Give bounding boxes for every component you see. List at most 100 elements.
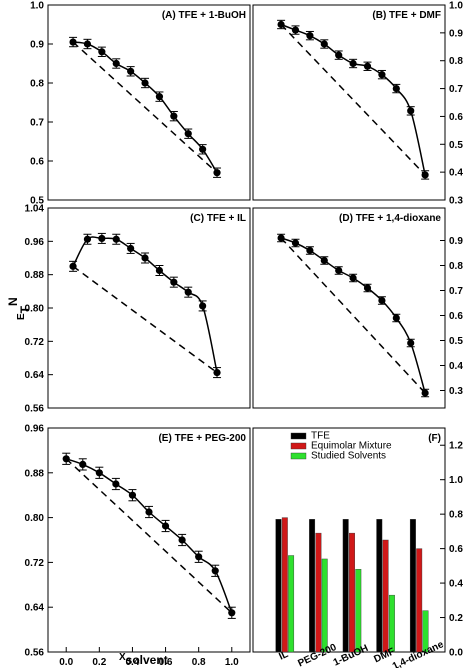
data-point — [277, 234, 285, 242]
data-point — [98, 234, 106, 243]
bar — [309, 519, 316, 653]
legend-label: Equimolar Mixture — [311, 441, 392, 452]
y-tick-label: 0.9 — [30, 40, 44, 51]
y-tick-label: 0.7 — [30, 118, 44, 129]
data-point — [349, 59, 357, 68]
data-point — [378, 71, 386, 79]
y-tick-label: 0.9 — [449, 236, 463, 247]
data-point — [79, 460, 87, 468]
x-label-main: X — [119, 652, 126, 663]
y-tick-label: 0.5 — [449, 336, 463, 347]
y-tick-label: 0.6 — [449, 544, 463, 555]
bar — [376, 519, 383, 653]
y-tick-label: 0.9 — [449, 28, 463, 39]
data-point — [112, 480, 120, 488]
bar — [349, 532, 355, 653]
x-label-sub: solvent — [126, 653, 168, 667]
y-tick-label: 0.8 — [30, 79, 44, 90]
data-point — [407, 107, 415, 115]
fit-curve — [280, 237, 426, 394]
ideal-line — [280, 237, 426, 394]
data-point — [291, 26, 300, 34]
y-tick-label: 0.88 — [25, 270, 45, 281]
data-point — [128, 491, 137, 499]
panel-title: (A) TFE + 1-BuOH — [162, 10, 246, 21]
fit-curve — [280, 23, 426, 176]
panel-title: (B) TFE + DMF — [372, 10, 441, 21]
y-tick-label: 1.0 — [449, 1, 463, 12]
data-point — [161, 522, 170, 530]
data-point — [407, 339, 415, 347]
data-point — [195, 553, 203, 561]
data-point — [335, 51, 343, 59]
bar — [288, 555, 295, 653]
bar — [388, 594, 395, 653]
plot-frame — [252, 4, 446, 201]
y-tick-label: 0.64 — [25, 603, 45, 614]
y-tick-label: 0.8 — [449, 510, 463, 521]
data-point — [335, 266, 343, 275]
y-tick-label: 0.8 — [449, 56, 463, 67]
y-tick-label: 0.7 — [449, 84, 463, 95]
ideal-line — [280, 23, 426, 176]
data-point — [127, 67, 135, 75]
x-tick-label: 0.0 — [59, 657, 73, 668]
data-point — [392, 84, 400, 93]
data-point — [62, 455, 70, 463]
plot-frame — [47, 4, 251, 201]
x-tick-label: 0.8 — [192, 657, 206, 668]
data-point — [228, 609, 236, 617]
y-tick-label: 0.80 — [25, 304, 45, 315]
bar — [315, 532, 322, 653]
y-tick-label: 1.04 — [25, 204, 45, 215]
legend-swatch — [290, 442, 307, 450]
data-point — [155, 266, 164, 275]
y-tick-label: 0.96 — [25, 237, 45, 248]
bar — [409, 519, 416, 653]
y-label-sup: N — [6, 297, 20, 306]
y-tick-label: 0.6 — [449, 311, 463, 322]
bar — [422, 610, 429, 653]
data-point — [155, 93, 164, 101]
ideal-line — [65, 458, 233, 614]
y-tick-label: 1.0 — [30, 1, 44, 12]
panel-title: (F) — [428, 433, 441, 444]
plot-frame — [47, 427, 251, 653]
data-point — [98, 48, 106, 56]
legend-label: Studied Solvents — [311, 451, 386, 462]
x-tick-label: 1.0 — [225, 657, 239, 668]
y-tick-label: 0.72 — [25, 558, 45, 569]
plot-frame — [252, 207, 446, 409]
data-point — [320, 40, 328, 48]
data-point — [95, 469, 103, 477]
y-label-main: E — [16, 313, 27, 320]
data-point — [291, 239, 300, 247]
y-tick-label: 0.88 — [25, 468, 45, 479]
data-point — [306, 32, 314, 40]
bar — [342, 519, 349, 653]
data-point — [277, 20, 285, 29]
data-point — [141, 79, 149, 87]
data-point — [170, 278, 178, 286]
y-tick-label: 0.0 — [449, 648, 463, 659]
y-tick-label: 0.4 — [449, 361, 463, 372]
ideal-line — [72, 265, 218, 374]
data-point — [363, 62, 372, 70]
panel-title: (C) TFE + IL — [190, 213, 246, 224]
data-point — [69, 38, 77, 46]
x-tick-label: 0.4 — [125, 657, 139, 668]
panel-title: (E) TFE + PEG-200 — [158, 433, 246, 444]
data-point — [199, 302, 207, 310]
data-point — [127, 244, 135, 253]
y-tick-label: 1.0 — [449, 475, 463, 486]
legend-swatch — [290, 432, 307, 440]
x-axis-label: Xsolvent — [119, 652, 168, 667]
legend-label: TFE — [311, 431, 330, 442]
y-tick-label: 0.5 — [30, 196, 44, 207]
bar — [275, 519, 282, 653]
bar — [416, 548, 423, 653]
data-point — [363, 284, 372, 292]
y-tick-label: 0.96 — [25, 424, 45, 435]
y-tick-label: 0.56 — [25, 404, 45, 415]
